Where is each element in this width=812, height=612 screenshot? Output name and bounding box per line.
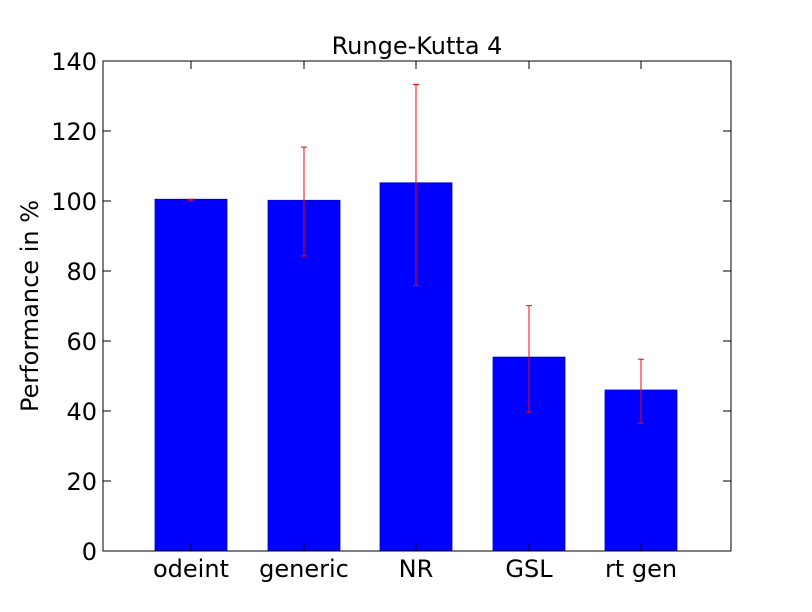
error-bars-layer bbox=[188, 83, 644, 424]
y-tick-label: 100 bbox=[51, 188, 97, 216]
x-tick-label: rt gen bbox=[605, 555, 677, 583]
x-tick-label: generic bbox=[259, 555, 349, 583]
y-tick-label: 40 bbox=[66, 398, 97, 426]
x-ticks-layer: odeint generic NR GSL rt gen bbox=[153, 61, 677, 583]
x-tick-label: odeint bbox=[153, 555, 229, 583]
y-tick-label: 20 bbox=[66, 468, 97, 496]
y-ticks-layer: 0 20 40 60 80 100 120 140 bbox=[51, 48, 731, 566]
y-tick-label: 80 bbox=[66, 258, 97, 286]
x-tick-label: GSL bbox=[505, 555, 553, 583]
y-tick-label: 60 bbox=[66, 328, 97, 356]
plot-frame bbox=[102, 60, 732, 552]
chart-title: Runge-Kutta 4 bbox=[332, 32, 503, 60]
y-tick-label: 120 bbox=[51, 118, 97, 146]
y-axis-label: Performance in % bbox=[16, 200, 44, 412]
bar-generic bbox=[267, 199, 341, 552]
x-tick-label: NR bbox=[399, 555, 434, 583]
y-tick-label: 140 bbox=[51, 48, 97, 76]
y-tick-label: 0 bbox=[82, 538, 97, 566]
bar-odeint bbox=[154, 198, 228, 552]
